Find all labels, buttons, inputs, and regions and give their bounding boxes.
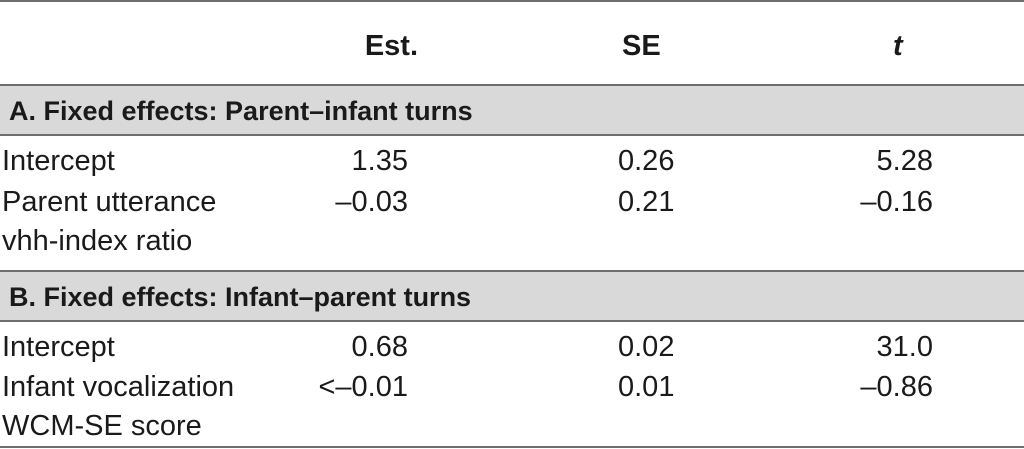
column-header-est: Est. [364, 30, 418, 62]
section-b-header: B. Fixed effects: Infant–parent turns [0, 270, 1024, 322]
se-value: 0.26 [618, 145, 675, 177]
t-value: 5.28 [876, 145, 933, 177]
section-a-header: A. Fixed effects: Parent–infant turns [0, 84, 1024, 136]
row-label: Intercept [2, 331, 115, 363]
t-value: –0.16 [860, 186, 933, 218]
se-value: 0.21 [618, 186, 675, 218]
row-label-continued: vhh-index ratio [2, 225, 193, 257]
est-value: –0.03 [335, 186, 408, 218]
table-bottom-rule [0, 446, 1024, 448]
column-header-se: SE [622, 30, 661, 62]
se-value: 0.01 [618, 371, 675, 403]
row-label: Intercept [2, 145, 115, 177]
section-a-title: A. Fixed effects: Parent–infant turns [9, 96, 473, 126]
row-label: Parent utterance [2, 186, 217, 218]
table-top-rule [0, 0, 1024, 2]
est-value: 1.35 [351, 145, 408, 177]
row-label-continued: WCM-SE score [2, 410, 202, 442]
section-b-title: B. Fixed effects: Infant–parent turns [9, 282, 472, 312]
row-label: Infant vocalization [2, 371, 235, 403]
t-value: 31.0 [876, 331, 933, 363]
est-value: <–0.01 [318, 371, 408, 403]
column-header-t: t [893, 30, 903, 62]
se-value: 0.02 [618, 331, 675, 363]
est-value: 0.68 [351, 331, 408, 363]
t-value: –0.86 [860, 371, 933, 403]
